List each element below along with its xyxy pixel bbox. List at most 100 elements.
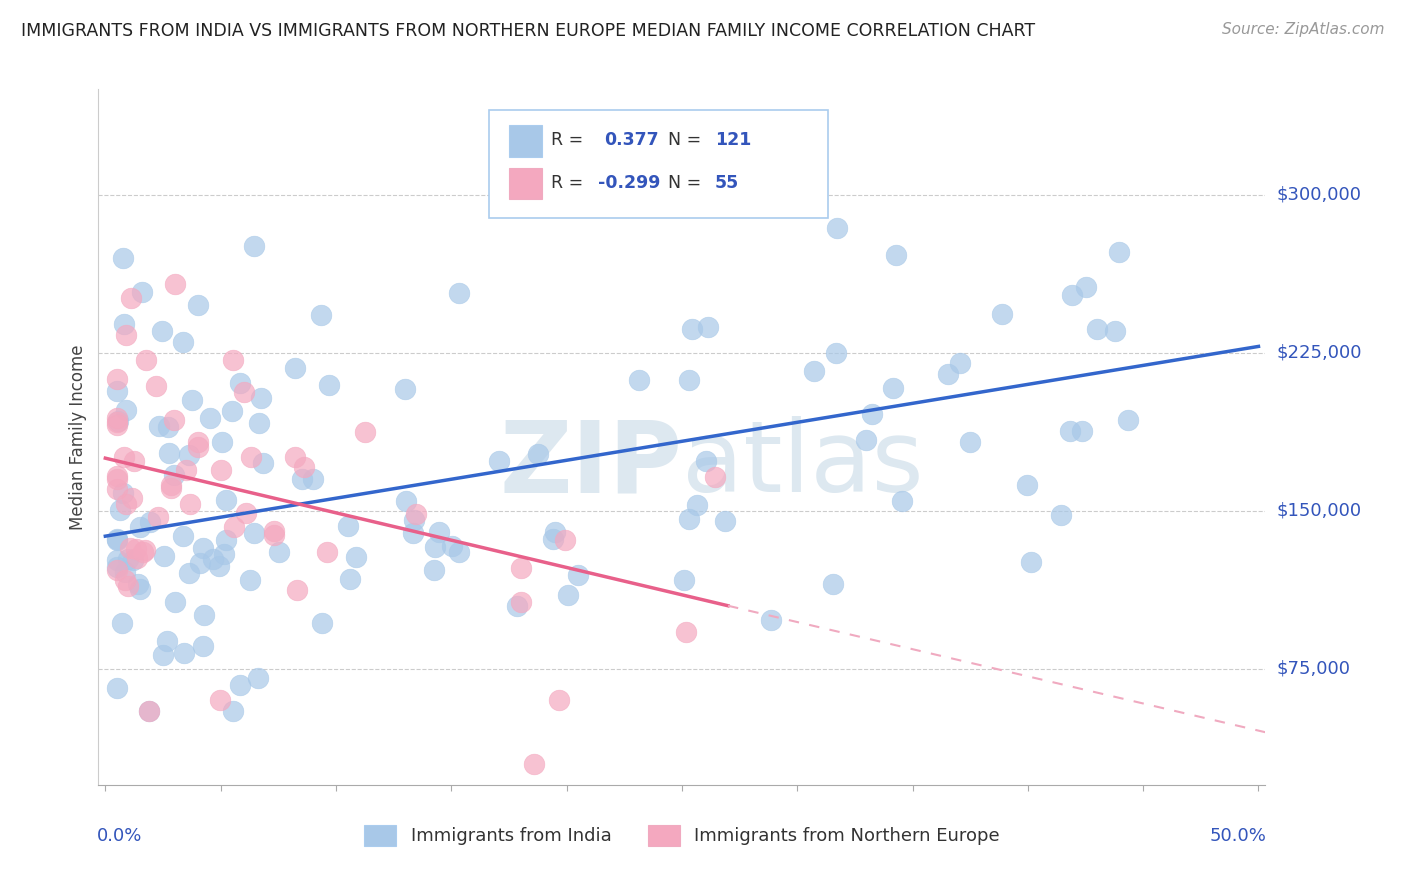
Point [191,639,214,653]
Point [111,251,134,265]
Point [152,549,174,563]
Point [129,520,152,534]
Point [803,364,825,378]
Point [131,285,153,300]
Point [131,545,153,559]
Text: 55: 55 [714,174,738,192]
Point [302,473,325,487]
Point [1060,288,1083,302]
Point [214,492,236,507]
Point [177,566,200,581]
Point [156,634,179,648]
Point [186,435,208,450]
Point [115,403,138,417]
Point [221,404,243,418]
Point [125,551,148,566]
Point [510,561,533,575]
Point [208,693,231,707]
Point [127,576,149,591]
Point [247,671,270,685]
Point [449,286,471,301]
Point [105,417,128,432]
Point [285,583,308,598]
Point [697,320,720,334]
Text: N =: N = [668,174,707,192]
Point [337,518,360,533]
Point [117,551,139,566]
Point [1070,424,1092,438]
Text: atlas: atlas [682,417,924,514]
Point [134,542,156,557]
Point [284,361,307,376]
Point [129,582,152,596]
Point [505,599,527,613]
Point [112,317,135,331]
Point [172,529,194,543]
Point [1108,244,1130,259]
Point [173,647,195,661]
Point [339,572,361,586]
Text: $150,000: $150,000 [1277,502,1361,520]
Text: R =: R = [551,131,589,149]
Point [110,502,132,516]
Point [316,545,339,559]
Point [394,382,416,396]
Point [105,372,128,386]
Point [821,577,844,591]
Point [235,506,257,520]
Point [1019,555,1042,569]
Point [263,524,285,538]
Point [318,378,340,392]
Point [1059,424,1081,438]
Text: 0.377: 0.377 [603,131,658,149]
Point [309,308,332,322]
Point [891,494,914,508]
Point [193,607,215,622]
Point [681,322,703,336]
Point [269,545,291,559]
Point [354,425,377,440]
Point [827,220,849,235]
Text: 121: 121 [714,131,751,149]
Text: ZIP: ZIP [499,417,682,514]
Point [678,373,700,387]
Point [243,525,266,540]
Point [146,510,169,524]
Point [198,410,221,425]
Point [686,498,709,512]
Point [232,384,254,399]
Point [291,472,314,486]
Point [449,545,471,559]
Point [105,533,128,547]
Legend: Immigrants from India, Immigrants from Northern Europe: Immigrants from India, Immigrants from N… [364,825,1000,846]
Point [174,463,197,477]
Point [239,450,262,464]
Point [703,470,725,484]
Point [488,454,510,468]
Point [165,595,187,609]
Point [114,498,136,512]
Point [191,541,214,556]
Point [567,567,589,582]
Point [402,526,425,541]
Point [105,532,128,546]
Point [148,419,170,434]
Point [825,345,848,359]
Point [163,413,186,427]
Text: $75,000: $75,000 [1277,660,1351,678]
Point [1104,325,1126,339]
Point [405,507,427,521]
Point [222,519,245,533]
Point [695,454,717,468]
Point [678,512,700,526]
Point [105,411,128,425]
Point [160,481,183,495]
Text: N =: N = [668,131,707,149]
Point [523,756,546,771]
Point [114,573,136,587]
Point [165,277,187,291]
Point [229,376,252,391]
Point [862,407,884,421]
Point [292,459,315,474]
Point [239,573,262,587]
